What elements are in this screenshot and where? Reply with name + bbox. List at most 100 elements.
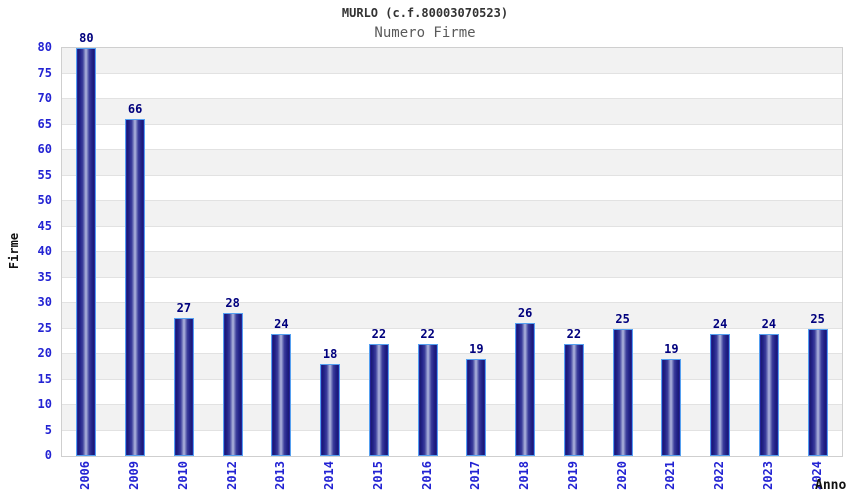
bar-slot-2024: 25 [793, 48, 842, 456]
y-tick-label: 50 [37, 193, 52, 207]
bar-value-label: 22 [420, 326, 435, 341]
x-label-slot: 2019 [549, 461, 598, 499]
grid-band [62, 99, 842, 125]
x-label-slot: 2015 [354, 461, 403, 499]
y-tick-label: 5 [44, 422, 52, 437]
bar-slot-2023: 24 [745, 48, 794, 456]
x-tick-label-2020: 2020 [614, 461, 629, 490]
grid-band [62, 175, 842, 201]
grid-band [62, 150, 842, 176]
x-axis-title: Anno [815, 478, 847, 493]
x-tick-label-2023: 2023 [760, 461, 775, 490]
y-tick-label: 15 [37, 371, 52, 386]
bar-slot-2016: 22 [403, 48, 452, 456]
bar-value-label: 19 [664, 342, 679, 357]
bar-2017 [466, 359, 487, 456]
x-label-slot: 2022 [695, 461, 744, 499]
bar-value-label: 80 [79, 31, 94, 45]
x-tick-label-2012: 2012 [224, 461, 239, 490]
x-label-slot: 2020 [597, 461, 646, 499]
grid-band [62, 48, 842, 74]
x-tick-label-2022: 2022 [712, 461, 727, 490]
x-tick-label-2014: 2014 [322, 461, 337, 490]
x-label-slot: 2009 [110, 461, 159, 499]
x-label-slot: 2018 [500, 461, 549, 499]
bar-value-label: 24 [712, 316, 728, 331]
plot-area: 80 66 27 28 24 18 22 22 19 26 22 25 19 24 24 25 [61, 31, 843, 457]
x-label-slot: 2021 [646, 461, 695, 499]
x-tick-label-2018: 2018 [517, 461, 532, 490]
bar-2023 [758, 333, 779, 456]
y-tick-label: 70 [37, 91, 52, 105]
bar-slot-2012: 28 [208, 48, 257, 456]
bar-slot-2019: 22 [550, 48, 599, 456]
grid-band [62, 226, 842, 252]
bar-value-label: 25 [615, 311, 630, 326]
y-tick-label: 55 [37, 167, 52, 182]
bar-value-label: 18 [322, 347, 338, 362]
x-tick-label-2016: 2016 [419, 461, 434, 490]
x-tick-label-2006: 2006 [78, 461, 93, 490]
bar-2024 [807, 328, 828, 456]
x-label-slot: 2014 [305, 461, 354, 499]
bar-slot-2015: 22 [355, 48, 404, 456]
bar-slot-2013: 24 [257, 48, 306, 456]
x-tick-label-2013: 2013 [273, 461, 288, 490]
grid-band [62, 303, 842, 329]
y-axis-ticks: 0 5 10 15 20 25 30 35 40 45 50 55 60 65 70 75 80 [0, 40, 56, 462]
x-label-slot: 2016 [402, 461, 451, 499]
bar-slot-2022: 24 [696, 48, 745, 456]
chart-subtitle: Numero Firme [374, 25, 476, 41]
bar-2020 [612, 328, 633, 456]
y-tick-label: 30 [37, 295, 52, 309]
bar-value-label: 24 [274, 316, 289, 331]
bar-2012 [222, 313, 243, 456]
x-tick-label-2019: 2019 [565, 461, 580, 490]
grid-band [62, 277, 842, 303]
x-label-slot: 2013 [256, 461, 305, 499]
y-tick-label: 65 [37, 116, 52, 131]
bar-2014 [320, 364, 341, 456]
bar-slot-2021: 19 [647, 48, 696, 456]
y-tick-label: 60 [37, 142, 52, 156]
bar-2015 [368, 343, 389, 456]
bar-slot-2018: 26 [501, 48, 550, 456]
y-tick-label: 25 [37, 320, 52, 335]
bar-value-label: 19 [469, 342, 484, 357]
x-label-slot: 2023 [744, 461, 793, 499]
grid-band [62, 124, 842, 150]
bar-2013 [271, 333, 292, 456]
x-tick-label-2021: 2021 [663, 461, 678, 490]
x-axis-labels: 2006 2009 2010 2012 2013 2014 2015 2016 2017 2018… [61, 461, 841, 499]
bar-2016 [417, 343, 438, 456]
bar-value-label: 22 [566, 326, 582, 341]
bars-container: 80 66 27 28 24 18 22 22 19 26 22 25 19 24 24 25 [62, 31, 842, 456]
bar-2022 [710, 333, 731, 456]
x-tick-label-2017: 2017 [468, 461, 483, 490]
chart-title: MURLO (c.f.80003070523) [341, 6, 509, 20]
bar-2006 [76, 48, 97, 456]
bar-slot-2020: 25 [598, 48, 647, 456]
bar-slot-2014: 18 [306, 48, 355, 456]
x-label-slot: 2012 [207, 461, 256, 499]
bar-2009 [125, 119, 146, 456]
x-label-slot: 2017 [451, 461, 500, 499]
grid-band [62, 73, 842, 99]
y-tick-label: 20 [37, 346, 52, 360]
y-tick-label: 45 [37, 218, 52, 233]
bar-value-label: 26 [517, 306, 533, 321]
bar-2021 [661, 359, 682, 456]
x-label-slot: 2006 [61, 461, 110, 499]
bar-2019 [563, 343, 584, 456]
y-tick-label: 75 [37, 65, 52, 80]
y-tick-label: 80 [37, 40, 52, 54]
x-tick-label-2010: 2010 [175, 461, 190, 490]
y-tick-label: 10 [37, 397, 52, 411]
bar-slot-2017: 19 [452, 48, 501, 456]
y-tick-label: 0 [44, 448, 52, 462]
y-tick-label: 35 [37, 269, 52, 284]
bar-slot-2010: 27 [160, 48, 209, 456]
x-tick-label-2009: 2009 [127, 461, 142, 490]
bar-2010 [173, 318, 194, 456]
bar-value-label: 25 [810, 311, 825, 326]
